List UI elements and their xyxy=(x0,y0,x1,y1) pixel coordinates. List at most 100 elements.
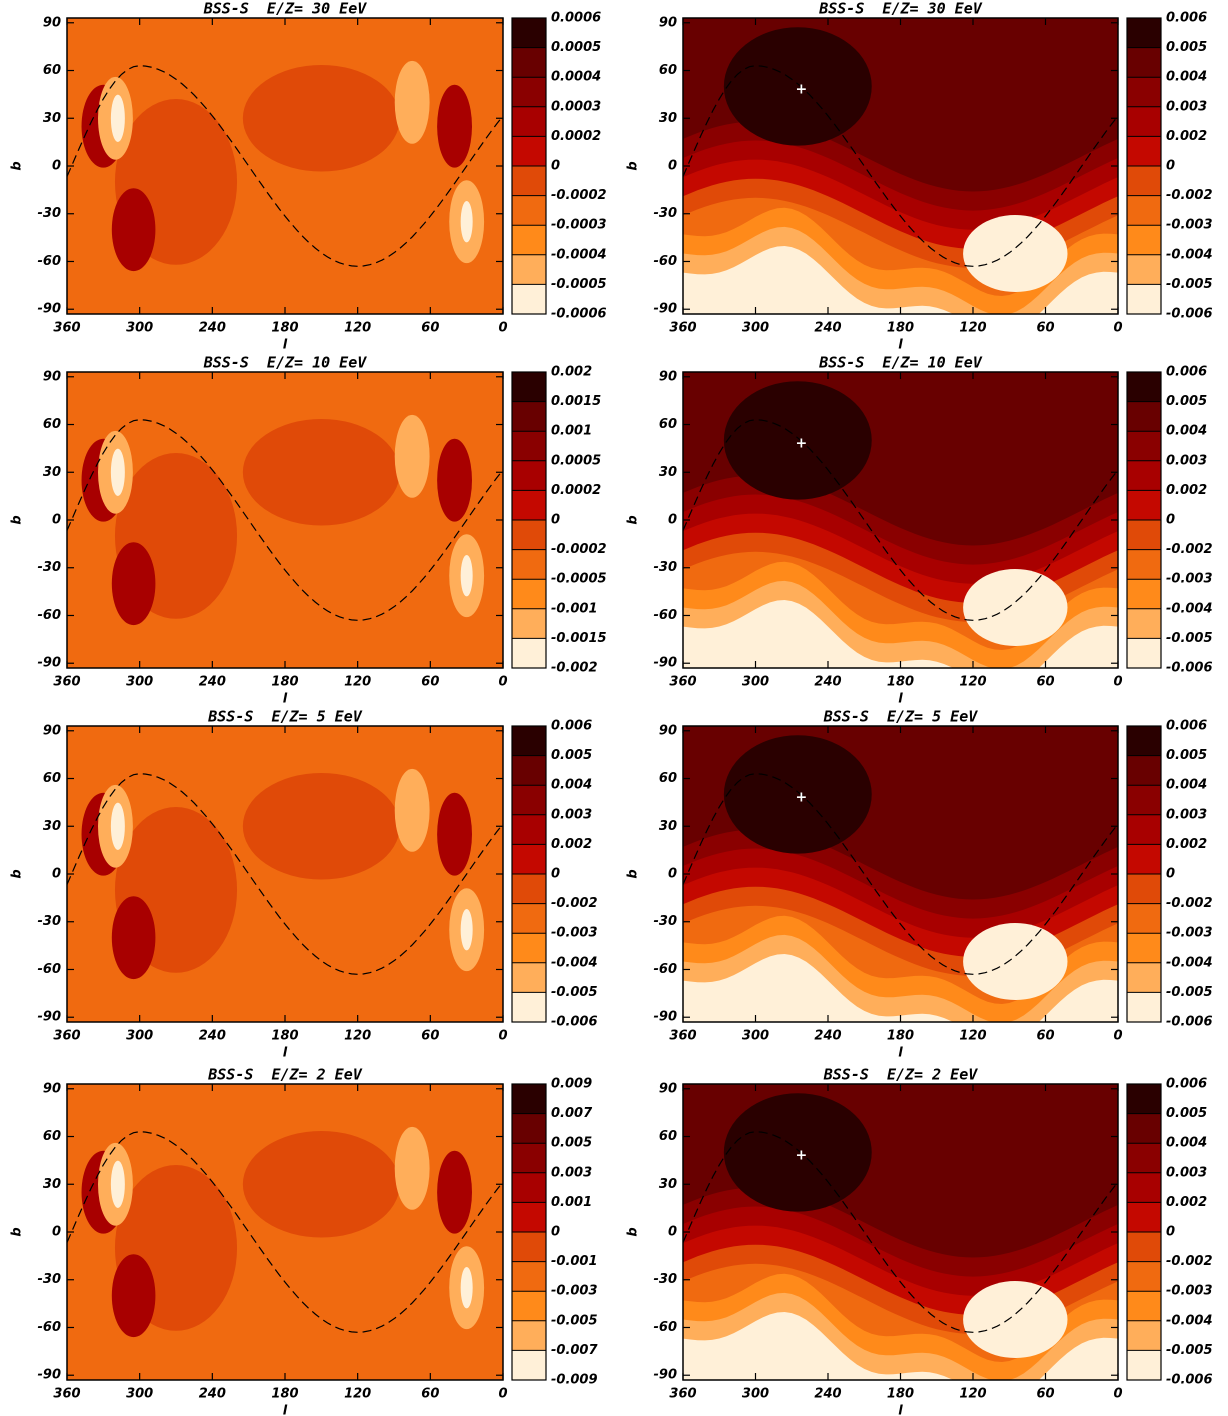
x-tick-label: 180 xyxy=(271,675,298,690)
colorbar-label: 0.002 xyxy=(1166,129,1207,144)
colorbar-band xyxy=(1127,992,1161,1022)
colorbar-band xyxy=(1127,1113,1161,1144)
colorbar-label: -0.0002 xyxy=(551,542,607,557)
y-label: b xyxy=(626,515,641,524)
colorbar-label: 0.004 xyxy=(1166,70,1207,85)
colorbar-label: -0.002 xyxy=(551,896,598,911)
x-label: l xyxy=(283,1046,288,1061)
x-tick-label: 60 xyxy=(1036,1029,1054,1044)
y-label: b xyxy=(10,515,25,524)
map xyxy=(67,1084,503,1380)
colorbar-band xyxy=(512,18,546,48)
colorbar-band xyxy=(1127,755,1161,786)
colorbar-label: -0.004 xyxy=(1166,1313,1213,1328)
x-tick-label: 360 xyxy=(53,1029,80,1044)
x-tick-label: 120 xyxy=(344,321,371,336)
x-tick-label: 120 xyxy=(959,1387,986,1402)
contour xyxy=(111,1254,156,1338)
colorbar-label: 0.0004 xyxy=(551,70,601,85)
colorbar-label: -0.003 xyxy=(1166,572,1213,587)
colorbar-label: -0.006 xyxy=(1166,1373,1213,1388)
plane-curve xyxy=(67,1131,503,1333)
contour xyxy=(683,246,1118,314)
title: BSS-S E/Z= 10 EeV xyxy=(203,354,368,372)
x-tick-label: 60 xyxy=(1036,321,1054,336)
y-tick-label: 0 xyxy=(668,159,677,174)
colorbar-band xyxy=(512,1320,546,1351)
plane-curve xyxy=(683,419,1118,621)
colorbar-band xyxy=(1127,520,1161,550)
y-tick-label: 30 xyxy=(43,465,61,480)
x-tick-label: 60 xyxy=(421,675,439,690)
y-tick-label: 0 xyxy=(52,1225,61,1240)
colorbar-label: 0 xyxy=(1166,867,1175,882)
colorbar-label: 0.0002 xyxy=(551,483,601,498)
colorbar-band xyxy=(512,372,546,402)
x-tick-label: 240 xyxy=(814,1029,841,1044)
colorbar-label: 0.0005 xyxy=(551,40,601,55)
x-tick-label: 240 xyxy=(199,321,226,336)
marker: + xyxy=(796,1148,808,1164)
colorbar-band xyxy=(1127,490,1161,520)
colorbar-label: 0.003 xyxy=(551,807,592,822)
y-tick-label: -60 xyxy=(654,1320,678,1335)
contour xyxy=(394,414,430,498)
x-tick-label: 60 xyxy=(1036,675,1054,690)
y-tick-label: 90 xyxy=(43,723,61,738)
contour xyxy=(437,438,472,522)
y-tick-label: -30 xyxy=(654,914,678,929)
contour xyxy=(460,908,473,951)
colorbar-band xyxy=(1127,903,1161,934)
x-tick-label: 300 xyxy=(742,321,769,336)
colorbar-band xyxy=(1127,254,1161,285)
x-tick-label: 180 xyxy=(887,321,914,336)
y-tick-label: 30 xyxy=(43,1177,61,1192)
x-tick-label: 120 xyxy=(959,675,986,690)
y-tick-label: 90 xyxy=(659,15,677,30)
colorbar-label: -0.0006 xyxy=(551,307,607,322)
title: BSS-S E/Z= 2 EeV xyxy=(823,1066,978,1084)
colorbar-label: -0.003 xyxy=(551,926,598,941)
colorbar-band xyxy=(512,1113,546,1144)
contour xyxy=(242,1130,400,1238)
contour xyxy=(683,954,1118,1022)
colorbar-band xyxy=(512,1202,546,1232)
colorbar-band xyxy=(1127,785,1161,815)
marker: + xyxy=(796,82,808,98)
colorbar-label: 0.006 xyxy=(551,719,592,734)
colorbar-label: -0.0005 xyxy=(551,277,607,292)
x-label: l xyxy=(283,1404,288,1416)
colorbar-label: -0.002 xyxy=(551,661,598,676)
contour xyxy=(963,1281,1068,1359)
x-tick-label: 0 xyxy=(498,675,507,690)
x-tick-label: 60 xyxy=(421,321,439,336)
colorbar-label: 0.003 xyxy=(551,1165,592,1180)
contour xyxy=(723,381,872,500)
colorbar-band xyxy=(512,1291,546,1321)
colorbar-label: -0.002 xyxy=(1166,1254,1213,1269)
colorbar-band xyxy=(1127,372,1161,402)
plane-curve xyxy=(67,773,503,975)
y-tick-label: 90 xyxy=(659,1081,677,1096)
y-tick-label: -90 xyxy=(654,302,678,317)
colorbar-label: -0.0004 xyxy=(551,247,607,262)
title: BSS-S E/Z= 5 EeV xyxy=(823,708,978,726)
colorbar-band xyxy=(512,106,546,137)
contour xyxy=(437,1150,472,1234)
colorbar-band xyxy=(1127,1172,1161,1203)
x-tick-label: 240 xyxy=(199,1387,226,1402)
contour xyxy=(460,200,473,243)
colorbar-band xyxy=(1127,77,1161,107)
y-tick-label: 0 xyxy=(668,1225,677,1240)
colorbar-band xyxy=(512,608,546,639)
map xyxy=(683,372,1118,668)
x-tick-label: 360 xyxy=(669,1029,696,1044)
colorbar-band xyxy=(1127,844,1161,874)
colorbar-band xyxy=(512,225,546,255)
x-tick-label: 300 xyxy=(126,1029,153,1044)
colorbar-band xyxy=(512,549,546,580)
colorbar-band xyxy=(1127,874,1161,904)
plane-curve xyxy=(67,65,503,267)
y-tick-label: -90 xyxy=(654,656,678,671)
colorbar-band xyxy=(1127,106,1161,137)
